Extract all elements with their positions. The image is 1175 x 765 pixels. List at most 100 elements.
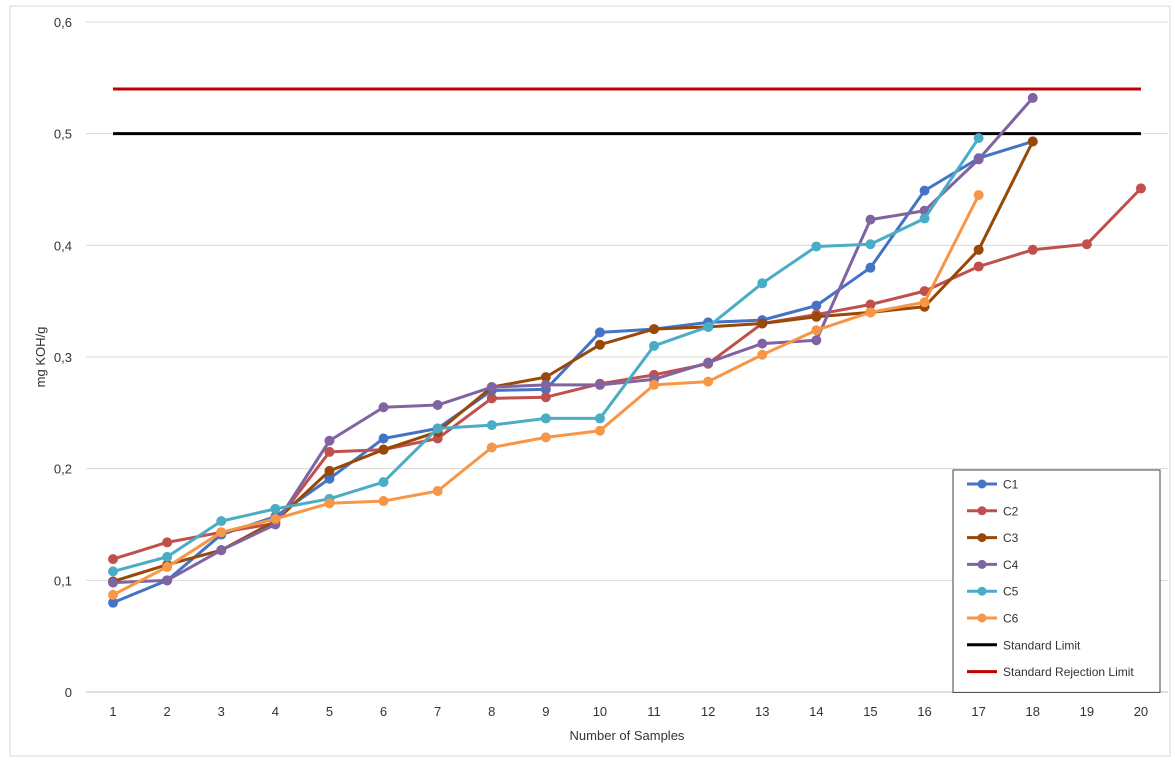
data-point [540,379,551,390]
x-tick-label: 16 [917,704,931,719]
data-point [108,566,119,577]
data-point [1027,136,1038,147]
data-point [811,325,822,336]
y-tick-label: 0,2 [54,462,72,477]
data-point [1135,183,1146,194]
x-tick-label: 1 [109,704,116,719]
data-point [649,379,660,390]
data-point [973,190,984,201]
data-point [865,307,876,318]
data-point [216,545,227,556]
data-point [865,239,876,250]
data-point [162,561,173,572]
legend-item: C3 [967,531,1019,545]
legend-label: Standard Limit [1003,638,1081,652]
data-point [432,486,443,496]
data-point [757,349,768,360]
x-tick-label: 11 [647,704,661,719]
data-point [486,382,497,393]
data-point [324,465,335,476]
data-point [540,392,551,403]
data-point [919,213,930,224]
data-point [162,551,173,562]
y-tick-label: 0,5 [54,127,72,142]
x-tick-label: 2 [164,704,171,719]
data-point [594,413,605,424]
data-point [811,311,822,322]
legend-item: Standard Rejection Limit [967,665,1134,679]
legend-item: C4 [967,558,1019,572]
data-point [378,496,389,507]
data-point [486,420,497,431]
data-point [919,297,930,308]
x-tick-label: 3 [218,704,225,719]
data-point [703,357,714,368]
x-tick-label: 10 [593,704,607,719]
data-point [486,442,497,453]
data-point [216,516,227,527]
legend-marker [977,586,987,596]
data-point [865,262,876,273]
x-tick-label: 14 [809,704,823,719]
x-tick-label: 13 [755,704,769,719]
legend-label: C4 [1003,558,1019,572]
data-point [811,241,822,252]
y-tick-label: 0,3 [54,350,72,365]
data-point [324,446,335,457]
series-c4 [108,92,1038,588]
data-point [324,435,335,446]
data-point [1027,244,1038,255]
data-point [108,554,119,565]
y-tick-label: 0,1 [54,573,72,588]
x-tick-label: 6 [380,704,387,719]
data-point [162,537,173,548]
data-point [1081,239,1092,250]
data-point [378,402,389,413]
legend-marker [977,559,987,569]
legend-item: C5 [967,585,1019,599]
y-tick-label: 0,4 [54,238,72,253]
data-point [973,261,984,272]
legend-label: Standard Rejection Limit [1003,665,1134,679]
data-point [649,324,660,335]
series-line [112,96,1034,585]
data-point [594,425,605,436]
legend-marker [977,479,987,489]
legend-item: Standard Limit [967,638,1081,652]
data-point [162,575,173,586]
legend-item: C1 [967,478,1019,492]
legend-label: C6 [1003,612,1019,626]
data-point [378,433,389,444]
data-point [919,185,930,196]
data-point [378,477,389,488]
x-tick-label: 12 [701,704,715,719]
legend-marker [977,533,987,543]
data-point [324,498,335,509]
data-point [378,444,389,455]
x-tick-label: 4 [272,704,279,719]
x-tick-label: 18 [1026,704,1040,719]
data-point [216,527,227,538]
legend-label: C3 [1003,531,1019,545]
series-c6 [108,190,984,600]
y-tick-label: 0,6 [54,15,72,30]
data-point [757,278,768,289]
chart-frame [9,5,1171,757]
y-tick-label: 0 [65,685,72,700]
x-tick-label: 5 [326,704,333,719]
data-point [540,413,551,424]
data-point [649,340,660,351]
x-tick-label: 17 [971,704,985,719]
x-tick-label: 19 [1080,704,1094,719]
legend-label: C1 [1003,478,1019,492]
data-point [594,379,605,390]
data-point [540,432,551,443]
series-line [112,137,980,573]
legend-label: C2 [1003,504,1019,518]
data-point [811,335,822,346]
data-point [270,503,281,514]
series-c5 [108,133,984,577]
data-point [703,321,714,332]
